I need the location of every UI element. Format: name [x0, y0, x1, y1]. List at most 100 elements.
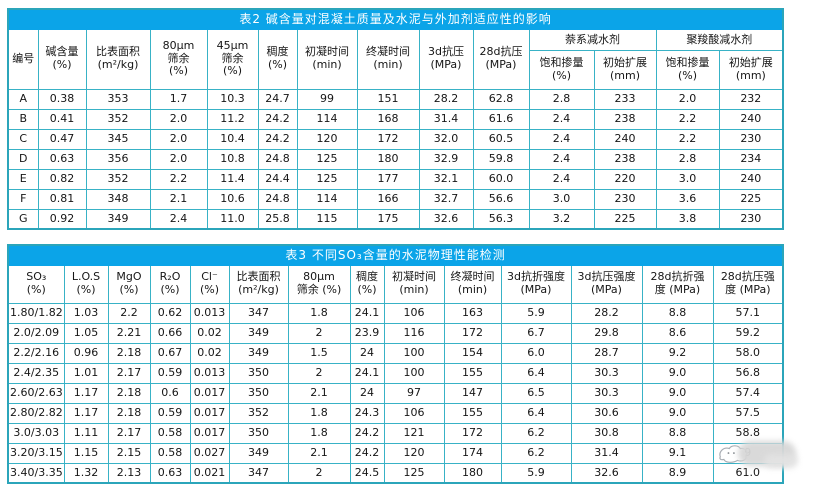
table-cell: 11.2 — [206, 108, 259, 130]
table-cell: 2.15 — [107, 442, 151, 464]
table3-col-header: 80μm 筛余 (%) — [287, 264, 351, 304]
table2-sub-header: 饱和掺量 (%) — [655, 49, 720, 90]
header-line: 度 (MPa) — [725, 283, 771, 296]
table-cell: 2.18 — [107, 342, 151, 364]
header-line: (%) — [160, 283, 180, 296]
table-cell: 2.1 — [287, 382, 351, 404]
table-cell: 97 — [383, 382, 445, 404]
table-cell: 9.0 — [641, 382, 714, 404]
header-line: 3d抗压 — [428, 45, 464, 59]
header-line: (m²/kg) — [97, 58, 139, 71]
table-cell: 120 — [383, 442, 445, 464]
table-cell: 116 — [383, 322, 445, 344]
table-cell: 155 — [443, 402, 502, 424]
table-cell: 0.013 — [189, 362, 230, 384]
header-line: (%) — [222, 64, 243, 78]
table-cell: 163 — [443, 302, 502, 324]
table-cell: 6.2 — [500, 442, 572, 464]
table-cell: 61.6 — [472, 108, 530, 130]
table-cell: 30.6 — [570, 402, 643, 424]
table-cell: 3.40/3.35 — [7, 462, 65, 484]
table-cell: 2.4/2.35 — [7, 362, 65, 384]
header-line: (%) — [357, 283, 377, 296]
table-cell: B — [7, 108, 39, 130]
table-cell: 240 — [718, 108, 784, 130]
table3-header-row: SO₃ (%) L.O.S (%) MgO (%) R₂O (%) Cl⁻ (%) 比表面积 (m²/… — [7, 264, 784, 304]
header-line: 初凝时间 — [305, 45, 349, 59]
header-line: (m²/kg) — [238, 283, 279, 296]
header-line: (min) — [312, 58, 342, 71]
table3-col-header: 3d抗压强度 (MPa) — [570, 264, 643, 304]
table3-col-header: MgO (%) — [107, 264, 151, 304]
table-cell: 28.2 — [418, 88, 474, 110]
table-cell: 3.20/3.15 — [7, 442, 65, 464]
table-cell: 3.0/3.03 — [7, 422, 65, 444]
table-cell: 349 — [85, 208, 151, 230]
watermark-blur — [738, 440, 797, 466]
table-row: D 0.63 356 2.0 10.8 24.8 125 180 32.9 59.8 2.4 238 2… — [7, 148, 784, 170]
table3-col-header: R₂O (%) — [149, 264, 191, 304]
table-cell: 2.4 — [528, 108, 595, 130]
table-cell: 0.96 — [63, 342, 109, 364]
table3-title-row: 表3 不同SO₃含量的水泥物理性能检测 — [7, 244, 784, 266]
header-line: 度 (MPa) — [654, 283, 701, 296]
table-cell: 175 — [356, 208, 420, 230]
table-cell: 6.7 — [500, 322, 572, 344]
header-line: (%) — [267, 58, 288, 71]
table-cell: 8.9 — [641, 462, 714, 484]
table-cell: 166 — [356, 188, 420, 210]
table-cell: 2.2 — [149, 168, 208, 190]
table-cell: 349 — [228, 442, 289, 464]
table-row: 2.4/2.35 1.01 2.17 0.59 0.013 350 2 24.1 100 155 6… — [7, 362, 784, 384]
table-cell: 57.5 — [712, 402, 784, 424]
table-cell: 1.05 — [63, 322, 109, 344]
table-cell: 23.9 — [349, 322, 385, 344]
table-cell: 2.0/2.09 — [7, 322, 65, 344]
table-cell: 352 — [85, 108, 151, 130]
table-cell: 347 — [228, 302, 289, 324]
table-cell: 2.8 — [655, 148, 720, 170]
table-cell: 24.1 — [349, 302, 385, 324]
table-row: E 0.82 352 2.2 11.4 24.4 125 177 32.1 60.0 2.4 220 3… — [7, 168, 784, 190]
table-cell: 0.82 — [37, 168, 87, 190]
header-line: 编号 — [12, 51, 35, 65]
header-line: 80μm — [303, 270, 335, 284]
table-cell: 0.02 — [189, 342, 230, 364]
table3-col-header: 终凝时间 (min) — [443, 264, 502, 304]
table-cell: 24.2 — [257, 108, 298, 130]
table2-group-header: 聚羧酸减水剂 — [655, 28, 784, 51]
header-line: (min) — [373, 58, 403, 71]
header-line: (%) — [52, 58, 72, 71]
table-cell: 0.81 — [37, 188, 87, 210]
table-cell: 10.6 — [206, 188, 259, 210]
table-cell: E — [7, 168, 39, 190]
table-cell: 30.3 — [570, 362, 643, 384]
table-cell: 225 — [593, 208, 657, 230]
table-cell: 233 — [593, 88, 657, 110]
table2-col-header: 碱含量 (%) — [37, 28, 87, 90]
table-cell: 6.2 — [500, 422, 572, 444]
header-line: (MPa) — [591, 283, 622, 296]
table2-sub-header: 饱和掺量 (%) — [528, 49, 595, 90]
header-line: 比表面积 — [236, 270, 281, 284]
table3-col-header: SO₃ (%) — [7, 264, 65, 304]
table-cell: 2.80/2.82 — [7, 402, 65, 424]
header-line: (%) — [677, 68, 698, 82]
table-cell: D — [7, 148, 39, 170]
table-cell: 59.8 — [472, 148, 530, 170]
table-cell: 232 — [718, 88, 784, 110]
table-cell: 0.63 — [37, 148, 87, 170]
table-cell: C — [7, 128, 39, 150]
table-row: 3.0/3.03 1.11 2.17 0.58 0.017 350 1.8 24.2 121 17… — [7, 422, 784, 444]
table-cell: 120 — [296, 128, 358, 150]
table-cell: 0.013 — [189, 302, 230, 324]
header-line: 稠度 — [266, 45, 289, 59]
table2-col-header: 80μm 筛余 (%) — [149, 28, 208, 90]
table2-col-header: 45μm 筛余 (%) — [206, 28, 259, 90]
table2-sub-header: 初始扩展 (mm) — [718, 49, 784, 90]
table-cell: 24.4 — [257, 168, 298, 190]
table2-title-row: 表2 碱含量对混凝土质量及水泥与外加剂适应性的影响 — [7, 8, 784, 30]
table-cell: 60.0 — [472, 168, 530, 190]
header-line: 筛余 — [221, 51, 244, 65]
table-cell: 28.2 — [570, 302, 643, 324]
